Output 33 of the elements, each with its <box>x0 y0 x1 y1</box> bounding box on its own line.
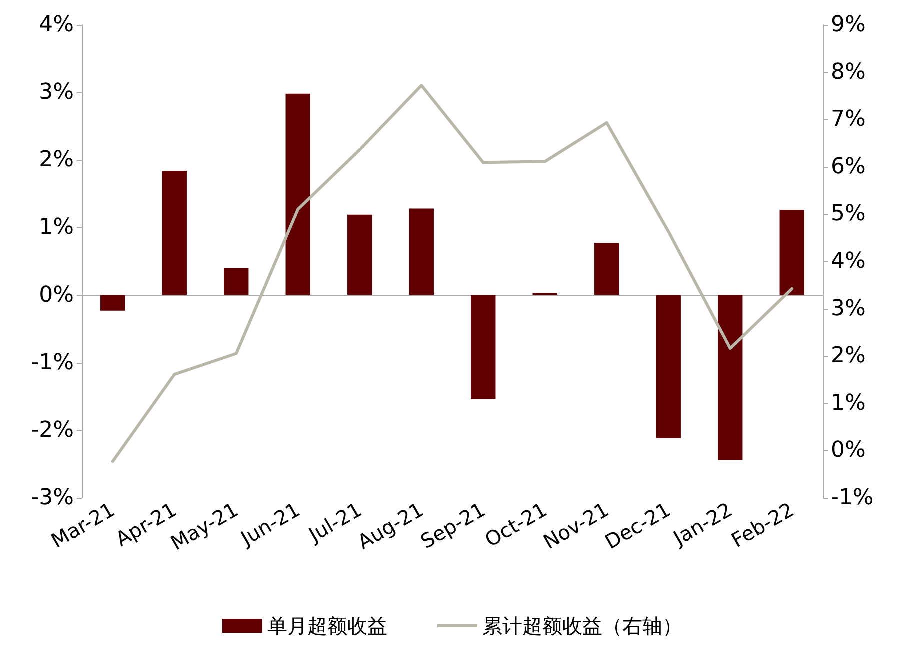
legend-label: 单月超额收益 <box>268 614 388 638</box>
bar <box>718 295 743 460</box>
bar <box>594 243 620 296</box>
y2-tick-label: 7% <box>831 107 866 132</box>
y-tick-label: 2% <box>39 148 74 173</box>
y2-tick-label: 6% <box>831 154 866 180</box>
y-tick-label: 3% <box>39 80 74 106</box>
bar <box>224 268 249 296</box>
y2-tick-label: 0% <box>831 438 866 464</box>
y-tick-label: -1% <box>31 350 74 376</box>
y2-tick-label: 1% <box>831 390 866 416</box>
y2-tick-label: 3% <box>831 296 866 322</box>
y-tick-label: 1% <box>39 215 74 240</box>
y2-tick-label: 8% <box>831 60 866 85</box>
y-tick-label: 4% <box>39 12 74 38</box>
bar <box>409 208 434 296</box>
y-tick-label: -2% <box>31 418 74 443</box>
bar <box>162 170 187 296</box>
bar <box>100 295 126 311</box>
bar <box>348 214 372 296</box>
bar <box>471 295 496 400</box>
bar <box>656 295 681 439</box>
y2-tick-label: -1% <box>831 486 874 510</box>
line-series <box>111 84 794 464</box>
y-tick-label: -3% <box>31 486 74 510</box>
y2-tick-label: 4% <box>831 249 866 274</box>
y-tick-label: 0% <box>39 282 74 308</box>
y2-tick-label: 2% <box>831 344 866 369</box>
legend-label: 累计超额收益（右轴） <box>482 614 682 638</box>
y2-tick-label: 9% <box>831 12 866 38</box>
bar <box>780 210 804 296</box>
bar <box>286 94 310 296</box>
y2-tick-label: 5% <box>831 202 866 227</box>
